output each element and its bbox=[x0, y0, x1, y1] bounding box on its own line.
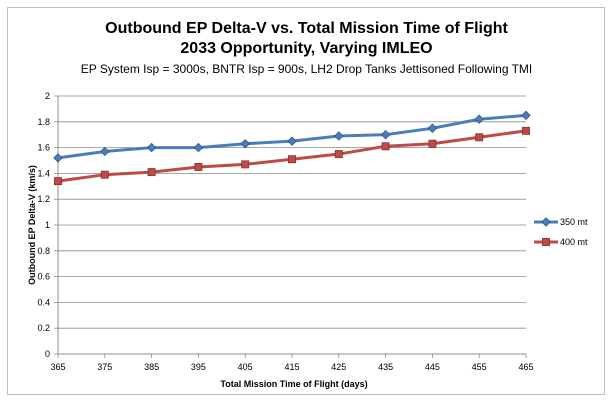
x-tick-label: 445 bbox=[425, 362, 440, 372]
legend-label: 400 mt bbox=[560, 237, 588, 247]
gridlines bbox=[58, 95, 526, 329]
y-tick-label: 1.4 bbox=[37, 168, 50, 178]
data-point-square bbox=[334, 150, 343, 158]
x-tick-label: 395 bbox=[191, 362, 206, 372]
data-point-diamond bbox=[521, 110, 531, 121]
data-point-square bbox=[194, 163, 203, 171]
data-point-square bbox=[100, 170, 109, 179]
data-point-diamond bbox=[474, 114, 484, 124]
legend-label: 350 mt bbox=[560, 217, 588, 227]
chart-subtitle: EP System Isp = 3000s, BNTR Isp = 900s, … bbox=[80, 62, 533, 76]
series-2 bbox=[54, 126, 530, 186]
data-point-diamond bbox=[100, 146, 110, 157]
data-point-square bbox=[428, 139, 437, 148]
data-point-square bbox=[241, 160, 250, 169]
axes bbox=[54, 95, 527, 358]
y-tick-label: 2 bbox=[45, 91, 50, 101]
legend-item: 400 mt bbox=[534, 237, 588, 247]
x-tick-label: 375 bbox=[97, 362, 112, 372]
chart-title: Outbound EP Delta-V vs. Total Mission Ti… bbox=[105, 20, 508, 37]
x-tick-label: 385 bbox=[144, 362, 159, 372]
data-point-diamond bbox=[240, 139, 250, 149]
data-point-diamond bbox=[287, 136, 297, 146]
legend-item: 350 mt bbox=[534, 217, 588, 227]
data-point-square bbox=[147, 168, 156, 177]
y-axis-label: Outbound EP Delta-V (km/s) bbox=[27, 165, 37, 285]
legend: 350 mt 400 mt bbox=[534, 217, 588, 247]
data-point-diamond bbox=[146, 142, 157, 153]
x-tick-label: 455 bbox=[472, 362, 487, 372]
y-tick-label: 0.4 bbox=[37, 297, 50, 307]
y-tick-label: 0 bbox=[45, 349, 50, 359]
data-point-diamond bbox=[541, 217, 551, 227]
x-axis-label: Total Mission Time of Flight (days) bbox=[220, 379, 367, 389]
x-tick-labels: 365 375 385 395 405 415 425 435 445 455 465 bbox=[50, 362, 533, 372]
x-tick-label: 405 bbox=[238, 362, 253, 372]
y-tick-labels: 0 0.2 0.4 0.6 0.8 1 1.2 1.4 1.6 1.8 2 bbox=[37, 91, 50, 359]
series-1 bbox=[53, 110, 531, 163]
data-point-diamond bbox=[193, 142, 204, 153]
x-tick-label: 465 bbox=[518, 362, 533, 372]
y-tick-label: 0.6 bbox=[37, 272, 50, 282]
series-group bbox=[53, 110, 531, 186]
data-point-diamond bbox=[53, 153, 63, 163]
x-tick-label: 415 bbox=[284, 362, 299, 372]
y-tick-label: 1.6 bbox=[37, 143, 50, 153]
data-point-square bbox=[522, 126, 530, 135]
data-point-diamond bbox=[334, 131, 344, 141]
data-point-square bbox=[54, 177, 62, 186]
data-point-diamond bbox=[380, 130, 391, 140]
y-tick-label: 1.8 bbox=[37, 117, 50, 127]
data-point-diamond bbox=[427, 123, 438, 133]
y-tick-label: 1 bbox=[45, 220, 50, 230]
data-point-square bbox=[288, 155, 296, 164]
chart-frame bbox=[7, 7, 605, 395]
x-tick-label: 365 bbox=[50, 362, 65, 372]
y-tick-label: 0.2 bbox=[37, 323, 50, 333]
y-tick-label: 1.2 bbox=[37, 194, 50, 204]
data-point-square bbox=[542, 238, 550, 246]
y-tick-label: 0.8 bbox=[37, 246, 50, 256]
data-point-square bbox=[381, 142, 390, 151]
x-tick-label: 435 bbox=[378, 362, 393, 372]
data-point-square bbox=[475, 133, 484, 142]
x-tick-label: 425 bbox=[331, 362, 346, 372]
chart-title-line2: 2033 Opportunity, Varying IMLEO bbox=[180, 40, 433, 57]
